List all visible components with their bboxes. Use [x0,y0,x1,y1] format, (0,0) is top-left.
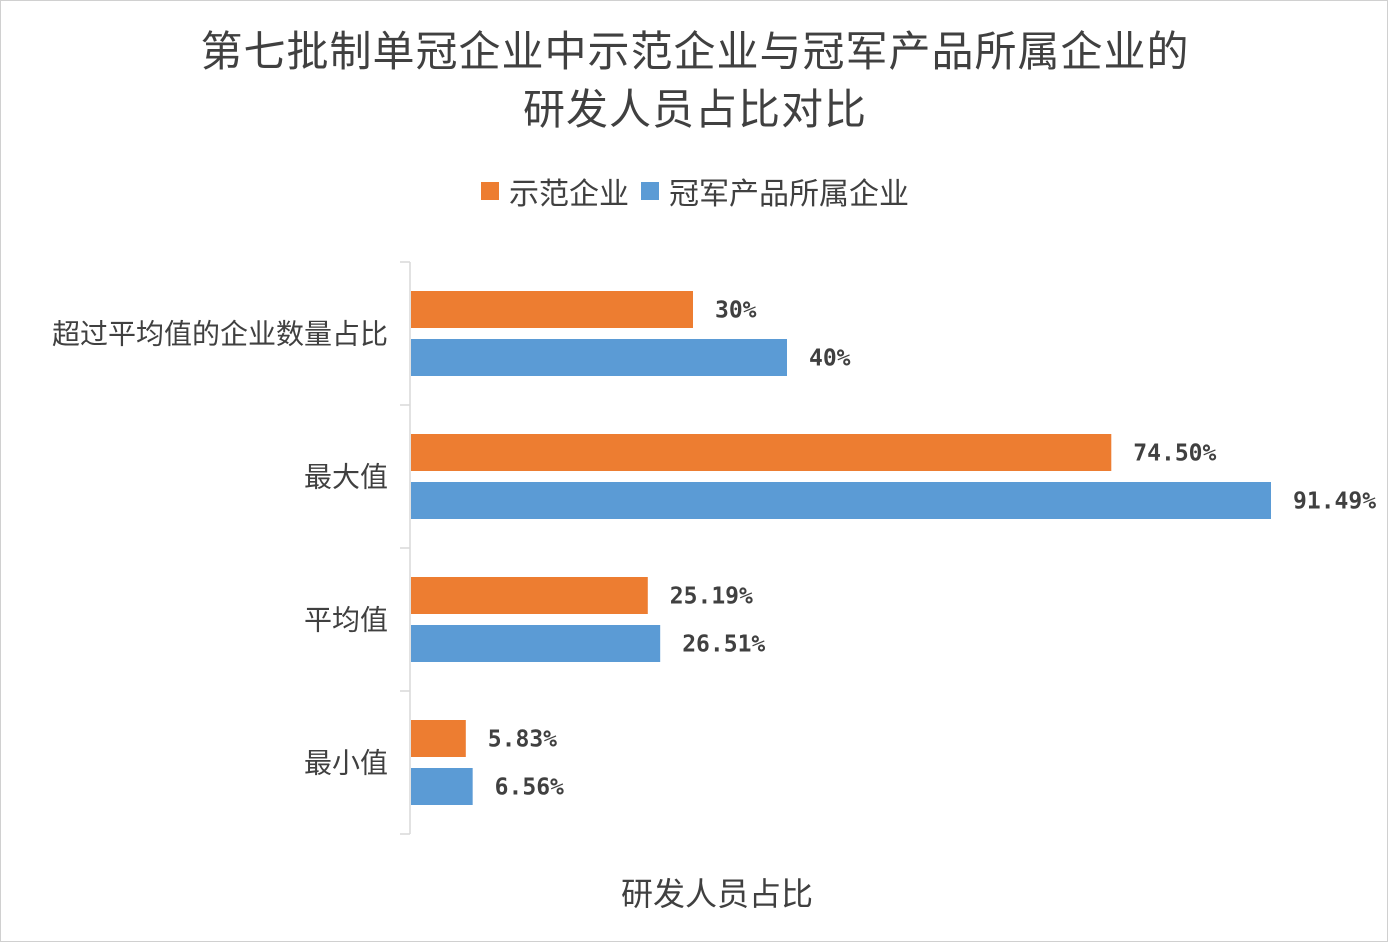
category-label: 超过平均值的企业数量占比 [52,318,388,351]
legend-label-champion-product-enterprises: 冠军产品所属企业 [669,177,909,212]
legend-swatch-demo-enterprises [481,182,499,200]
category-label: 最大值 [304,461,388,494]
legend: 示范企业 冠军产品所属企业 [1,169,1388,213]
bar [411,625,661,662]
data-label: 25.19% [670,584,753,610]
chart-title: 第七批制单冠企业中示范企业与冠军产品所属企业的 研发人员占比对比 [1,23,1388,139]
legend-swatch-champion-product-enterprises [641,182,659,200]
chart-title-line-2: 研发人员占比对比 [522,85,867,134]
data-label: 5.83% [488,727,557,753]
data-label: 91.49% [1293,489,1376,515]
legend-label-demo-enterprises: 示范企业 [509,177,629,212]
data-label: 40% [809,346,851,372]
category-label: 平均值 [304,604,388,637]
legend-item-demo-enterprises: 示范企业 [481,169,629,213]
data-label: 74.50% [1133,441,1216,467]
data-label: 26.51% [682,632,765,658]
bar [411,434,1112,471]
data-label: 30% [715,298,757,324]
category-label: 最小值 [304,747,388,780]
chart-title-line-1: 第七批制单冠企业中示范企业与冠军产品所属企业的 [200,27,1190,76]
data-label: 6.56% [495,775,564,801]
x-axis-label: 研发人员占比 [620,875,813,913]
bar [411,768,473,805]
bar [411,720,466,757]
bar [411,291,693,328]
bar [411,482,1271,519]
bar [411,577,648,614]
legend-item-champion-product-enterprises: 冠军产品所属企业 [641,169,909,213]
bar [411,339,787,376]
